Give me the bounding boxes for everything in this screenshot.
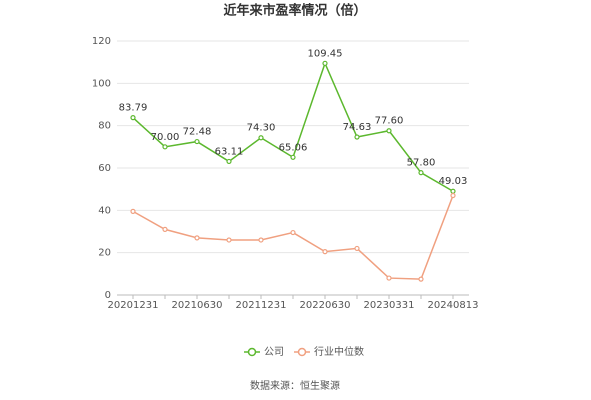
point bbox=[226, 158, 232, 165]
value-label: 70.00 bbox=[151, 132, 180, 143]
point bbox=[258, 237, 264, 243]
value-label: 65.06 bbox=[279, 142, 308, 153]
point bbox=[418, 276, 424, 282]
y-tick-label: 80 bbox=[98, 121, 111, 132]
value-label: 74.63 bbox=[343, 122, 372, 133]
point bbox=[194, 138, 200, 145]
legend-marker bbox=[297, 347, 307, 357]
y-tick-label: 0 bbox=[105, 290, 111, 301]
legend-marker bbox=[247, 347, 257, 357]
point bbox=[162, 226, 168, 232]
y-tick-label: 60 bbox=[98, 163, 111, 174]
y-tick-label: 20 bbox=[98, 248, 111, 259]
value-label: 77.60 bbox=[375, 116, 404, 127]
point bbox=[450, 192, 456, 199]
x-tick-label: 20220630 bbox=[300, 300, 351, 311]
value-label: 72.48 bbox=[183, 127, 212, 138]
point bbox=[322, 249, 328, 255]
point bbox=[194, 235, 200, 241]
point bbox=[226, 237, 232, 243]
value-label: 63.11 bbox=[215, 146, 244, 157]
x-tick-label: 20230331 bbox=[364, 300, 415, 311]
series-line bbox=[132, 195, 454, 280]
point bbox=[386, 275, 392, 281]
point bbox=[386, 128, 392, 134]
point bbox=[418, 170, 424, 176]
y-tick-label: 40 bbox=[98, 205, 111, 216]
value-label: 109.45 bbox=[308, 48, 343, 59]
point bbox=[354, 245, 360, 252]
point bbox=[130, 208, 136, 214]
value-label: 57.80 bbox=[407, 158, 436, 169]
point bbox=[290, 229, 296, 236]
point bbox=[450, 188, 456, 194]
point bbox=[162, 144, 168, 150]
value-label: 74.30 bbox=[247, 123, 276, 134]
y-tick-label: 120 bbox=[92, 36, 111, 47]
point bbox=[290, 154, 296, 160]
y-tick-label: 100 bbox=[92, 78, 111, 89]
x-tick-label: 20240813 bbox=[428, 300, 479, 311]
series-line bbox=[132, 61, 454, 192]
chart-title: 近年来市盈率情况（倍） bbox=[223, 3, 366, 19]
value-label: 83.79 bbox=[119, 103, 148, 114]
point bbox=[354, 134, 360, 140]
point bbox=[322, 60, 328, 66]
value-label: 49.03 bbox=[439, 176, 468, 187]
x-tick-label: 20210630 bbox=[172, 300, 223, 311]
source-note: 数据来源：恒生聚源 bbox=[250, 379, 340, 392]
x-tick-label: 20211231 bbox=[236, 300, 287, 311]
point bbox=[130, 115, 136, 121]
x-tick-label: 20201231 bbox=[108, 300, 159, 311]
point bbox=[258, 135, 264, 141]
legend-label: 行业中位数 bbox=[314, 345, 364, 358]
legend-label: 公司 bbox=[264, 347, 284, 358]
